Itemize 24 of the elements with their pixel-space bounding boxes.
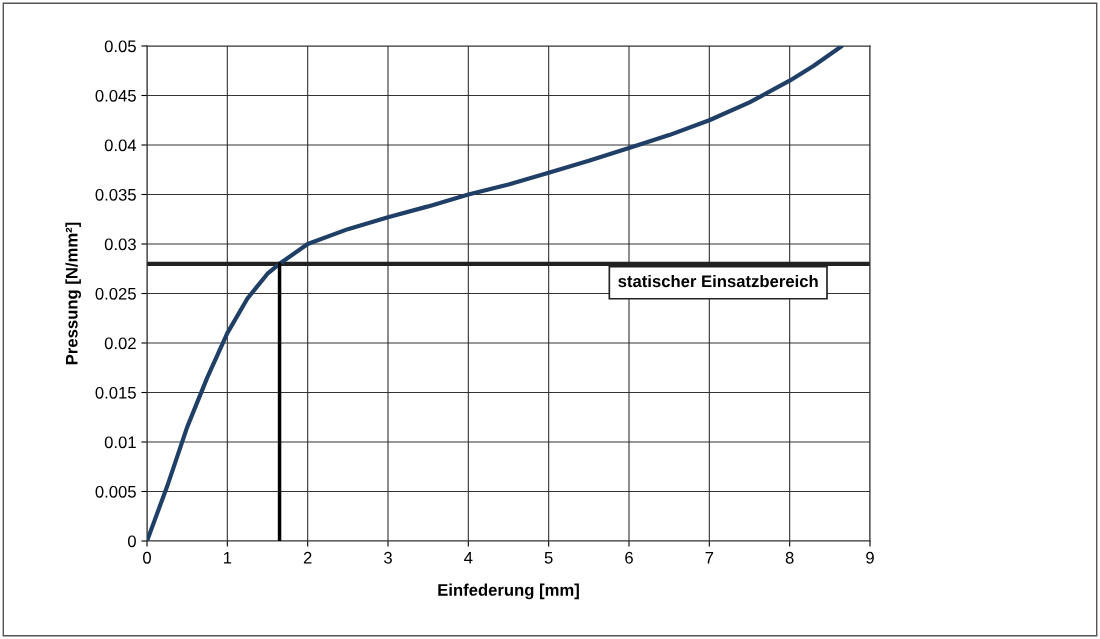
ref-line-label: statischer Einsatzbereich bbox=[618, 274, 818, 288]
y-tick-label: 0.04 bbox=[104, 139, 137, 152]
x-tick-label: 8 bbox=[785, 551, 794, 564]
y-tick-label: 0.025 bbox=[95, 287, 136, 300]
y-tick-label: 0.045 bbox=[95, 89, 136, 102]
y-tick-label: 0.03 bbox=[104, 238, 136, 251]
y-tick-label: 0.015 bbox=[95, 386, 136, 399]
y-tick-label: 0.01 bbox=[104, 436, 136, 449]
x-tick-label: 1 bbox=[223, 552, 232, 564]
y-tick-label: 0 bbox=[127, 535, 136, 548]
y-tick-label: 0.05 bbox=[104, 40, 136, 53]
x-tick-label: 4 bbox=[464, 552, 473, 564]
x-tick-label: 6 bbox=[625, 551, 633, 564]
y-tick-label: 0.02 bbox=[104, 337, 136, 350]
x-tick-label: 0 bbox=[143, 551, 151, 564]
x-tick-label: 3 bbox=[384, 551, 392, 564]
x-tick-label: 5 bbox=[544, 552, 553, 564]
x-axis-title: Einfederung [mm] bbox=[438, 583, 579, 600]
x-tick-label: 2 bbox=[303, 551, 312, 564]
x-tick-label: 9 bbox=[866, 551, 874, 564]
y-tick-label: 0.035 bbox=[95, 188, 136, 201]
x-tick-label: 7 bbox=[705, 552, 714, 564]
y-tick-label: 0.005 bbox=[95, 485, 136, 498]
y-axis-title: Pressung [N/mm²] bbox=[65, 222, 81, 365]
